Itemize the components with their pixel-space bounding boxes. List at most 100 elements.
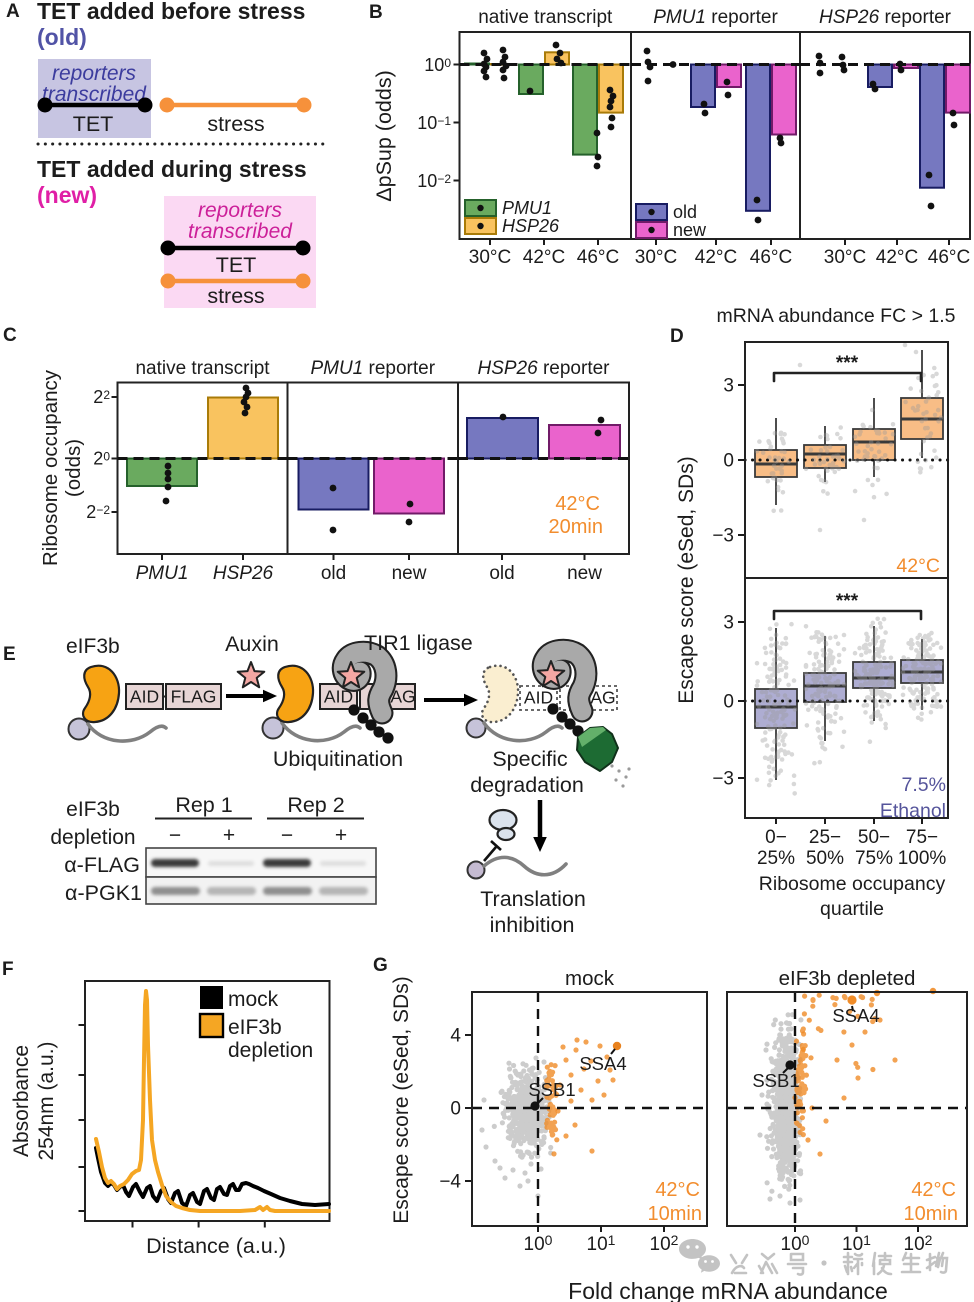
svg-text:Specific: Specific bbox=[492, 747, 568, 771]
svg-text:+: + bbox=[335, 824, 347, 847]
svg-text:2−2: 2−2 bbox=[86, 502, 110, 522]
svg-text:3: 3 bbox=[723, 613, 734, 634]
svg-text:mRNA abundance FC > 1.5: mRNA abundance FC > 1.5 bbox=[716, 305, 955, 327]
svg-text:mock: mock bbox=[565, 967, 615, 990]
svg-text:Rep 1: Rep 1 bbox=[175, 793, 232, 817]
svg-text:42°C: 42°C bbox=[655, 1179, 700, 1201]
svg-text:eIF3b: eIF3b bbox=[66, 635, 120, 658]
svg-text:ΔpSup (odds): ΔpSup (odds) bbox=[372, 70, 396, 202]
svg-text:native transcript: native transcript bbox=[478, 7, 613, 28]
svg-text:Translation: Translation bbox=[480, 887, 586, 911]
svg-text:100: 100 bbox=[781, 1232, 810, 1255]
svg-text:10−2: 10−2 bbox=[417, 171, 451, 191]
svg-text:10min: 10min bbox=[648, 1203, 702, 1225]
svg-text:stress: stress bbox=[207, 112, 264, 136]
svg-text:F: F bbox=[2, 959, 14, 980]
svg-text:100%: 100% bbox=[898, 848, 947, 869]
svg-text:100: 100 bbox=[424, 55, 451, 75]
svg-text:reporters: reporters bbox=[198, 199, 283, 222]
svg-text:reporters: reporters bbox=[52, 62, 137, 85]
svg-text:SSA4: SSA4 bbox=[579, 1053, 626, 1074]
svg-text:new: new bbox=[567, 563, 602, 584]
svg-text:254nm (a.u.): 254nm (a.u.) bbox=[35, 1041, 58, 1160]
svg-text:HSP26: HSP26 bbox=[213, 563, 274, 584]
svg-text:TET added before stress: TET added before stress bbox=[37, 0, 305, 24]
svg-text:SSA4: SSA4 bbox=[832, 1005, 879, 1026]
svg-text:−3: −3 bbox=[712, 526, 734, 547]
svg-text:new: new bbox=[392, 563, 427, 584]
svg-text:AG: AG bbox=[590, 688, 615, 708]
svg-text:new: new bbox=[673, 220, 707, 240]
svg-text:7.5%: 7.5% bbox=[902, 774, 946, 796]
svg-text:α-FLAG: α-FLAG bbox=[64, 853, 140, 877]
svg-text:(odds): (odds) bbox=[62, 439, 85, 497]
svg-text:0: 0 bbox=[723, 451, 734, 472]
svg-text:102: 102 bbox=[904, 1232, 933, 1255]
svg-text:Ethanol: Ethanol bbox=[880, 800, 946, 822]
svg-text:−3: −3 bbox=[712, 769, 734, 790]
svg-text:inhibition: inhibition bbox=[490, 913, 575, 937]
svg-text:−: − bbox=[281, 824, 293, 847]
svg-text:75%: 75% bbox=[855, 848, 893, 869]
svg-text:native transcript: native transcript bbox=[135, 358, 270, 379]
svg-text:Ribosome occupancy: Ribosome occupancy bbox=[759, 873, 946, 895]
svg-text:eIF3b: eIF3b bbox=[228, 1016, 282, 1039]
svg-text:Ribosome occupancy: Ribosome occupancy bbox=[39, 369, 62, 566]
svg-text:+: + bbox=[223, 824, 235, 847]
svg-text:degradation: degradation bbox=[470, 773, 584, 797]
svg-text:42°C: 42°C bbox=[695, 247, 737, 268]
svg-text:25%: 25% bbox=[757, 848, 795, 869]
svg-text:102: 102 bbox=[650, 1232, 679, 1255]
svg-text:30°C: 30°C bbox=[824, 247, 866, 268]
svg-text:HSP26: HSP26 bbox=[502, 216, 560, 236]
svg-text:Auxin: Auxin bbox=[225, 632, 279, 656]
svg-text:AID: AID bbox=[130, 687, 159, 707]
svg-text:42°C: 42°C bbox=[896, 555, 940, 577]
svg-text:PMU1 reporter: PMU1 reporter bbox=[310, 358, 435, 379]
svg-text:SSB1: SSB1 bbox=[528, 1079, 575, 1100]
svg-text:PMU1 reporter: PMU1 reporter bbox=[653, 7, 778, 28]
svg-text:α-PGK1: α-PGK1 bbox=[65, 881, 142, 905]
svg-text:30°C: 30°C bbox=[635, 247, 677, 268]
svg-text:(old): (old) bbox=[37, 24, 87, 50]
svg-text:TET: TET bbox=[216, 253, 257, 277]
svg-text:20min: 20min bbox=[549, 516, 603, 538]
svg-text:C: C bbox=[3, 325, 17, 346]
svg-text:42°C: 42°C bbox=[523, 247, 565, 268]
svg-text:3: 3 bbox=[723, 376, 734, 397]
svg-text:Escape score (eSed, SDs): Escape score (eSed, SDs) bbox=[390, 976, 413, 1223]
svg-text:50%: 50% bbox=[806, 848, 844, 869]
svg-text:TET: TET bbox=[73, 112, 114, 136]
svg-text:75−: 75− bbox=[906, 827, 938, 848]
svg-text:HSP26 reporter: HSP26 reporter bbox=[477, 358, 610, 379]
svg-text:0−: 0− bbox=[765, 827, 787, 848]
svg-text:101: 101 bbox=[842, 1232, 871, 1255]
svg-text:Rep 2: Rep 2 bbox=[287, 793, 344, 817]
svg-text:42°C: 42°C bbox=[911, 1179, 956, 1201]
svg-text:100: 100 bbox=[524, 1232, 553, 1255]
svg-text:SSB1: SSB1 bbox=[752, 1070, 799, 1091]
svg-text:101: 101 bbox=[587, 1232, 616, 1255]
svg-text:depletion: depletion bbox=[50, 826, 135, 849]
svg-text:Fold change mRNA abundance: Fold change mRNA abundance bbox=[568, 1278, 888, 1302]
svg-text:eIF3b depleted: eIF3b depleted bbox=[779, 967, 916, 990]
svg-text:transcribed: transcribed bbox=[188, 220, 293, 243]
svg-text:46°C: 46°C bbox=[928, 247, 970, 268]
svg-text:B: B bbox=[369, 2, 383, 23]
svg-text:−: − bbox=[169, 824, 181, 847]
svg-text:Distance (a.u.): Distance (a.u.) bbox=[146, 1234, 286, 1258]
svg-text:25−: 25− bbox=[809, 827, 841, 848]
svg-text:old: old bbox=[321, 563, 346, 584]
svg-text:***: *** bbox=[836, 591, 859, 612]
svg-text:PMU1: PMU1 bbox=[136, 563, 189, 584]
svg-text:mock: mock bbox=[228, 988, 279, 1011]
svg-text:D: D bbox=[670, 326, 684, 347]
svg-text:AID: AID bbox=[324, 687, 353, 707]
svg-text:4: 4 bbox=[450, 1026, 461, 1047]
svg-text:stress: stress bbox=[207, 284, 264, 308]
svg-text:20: 20 bbox=[93, 449, 110, 469]
svg-text:quartile: quartile bbox=[820, 898, 884, 920]
svg-text:AG: AG bbox=[390, 687, 415, 707]
svg-text:old: old bbox=[489, 563, 514, 584]
svg-text:(new): (new) bbox=[37, 182, 97, 208]
